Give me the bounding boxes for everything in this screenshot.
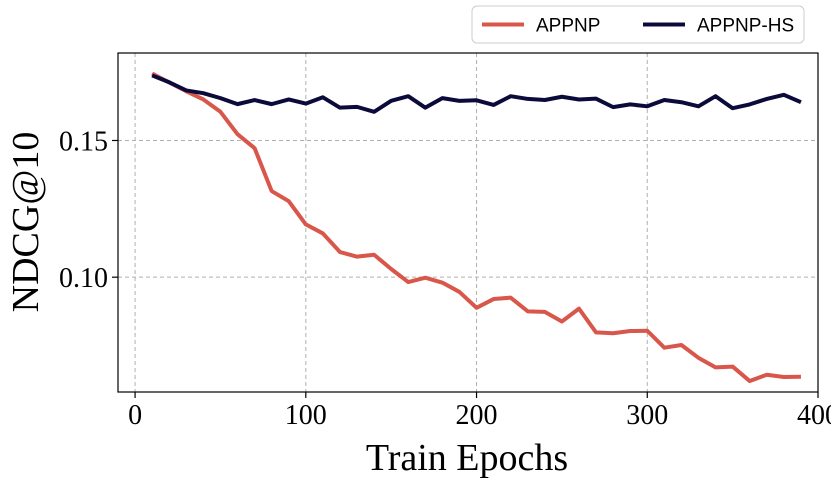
x-tick-label: 200 [456,400,498,431]
legend-label-appnp: APPNP [536,16,600,37]
y-tick-label: 0.15 [59,126,108,157]
axis-ticks: 0 100 200 300 400 0.10 0.15 [59,126,831,431]
plot-frame [117,52,819,393]
legend-frame [471,5,805,44]
y-axis-label: NDCG@10 [5,132,47,313]
y-tick-label: 0.10 [59,263,108,294]
series-line-appnp [151,71,801,384]
legend: APPNP APPNP-HS [471,5,805,44]
legend-label-appnp-hs: APPNP-HS [697,16,794,37]
grid-lines [118,53,819,392]
x-tick-label: 400 [797,400,831,431]
x-axis-label: Train Epochs [366,437,568,479]
series-lines [151,71,802,384]
series-line-appnp-hs [151,73,802,114]
x-tick-label: 100 [285,400,327,431]
x-tick-label: 300 [626,400,668,431]
x-tick-label: 0 [128,400,142,431]
